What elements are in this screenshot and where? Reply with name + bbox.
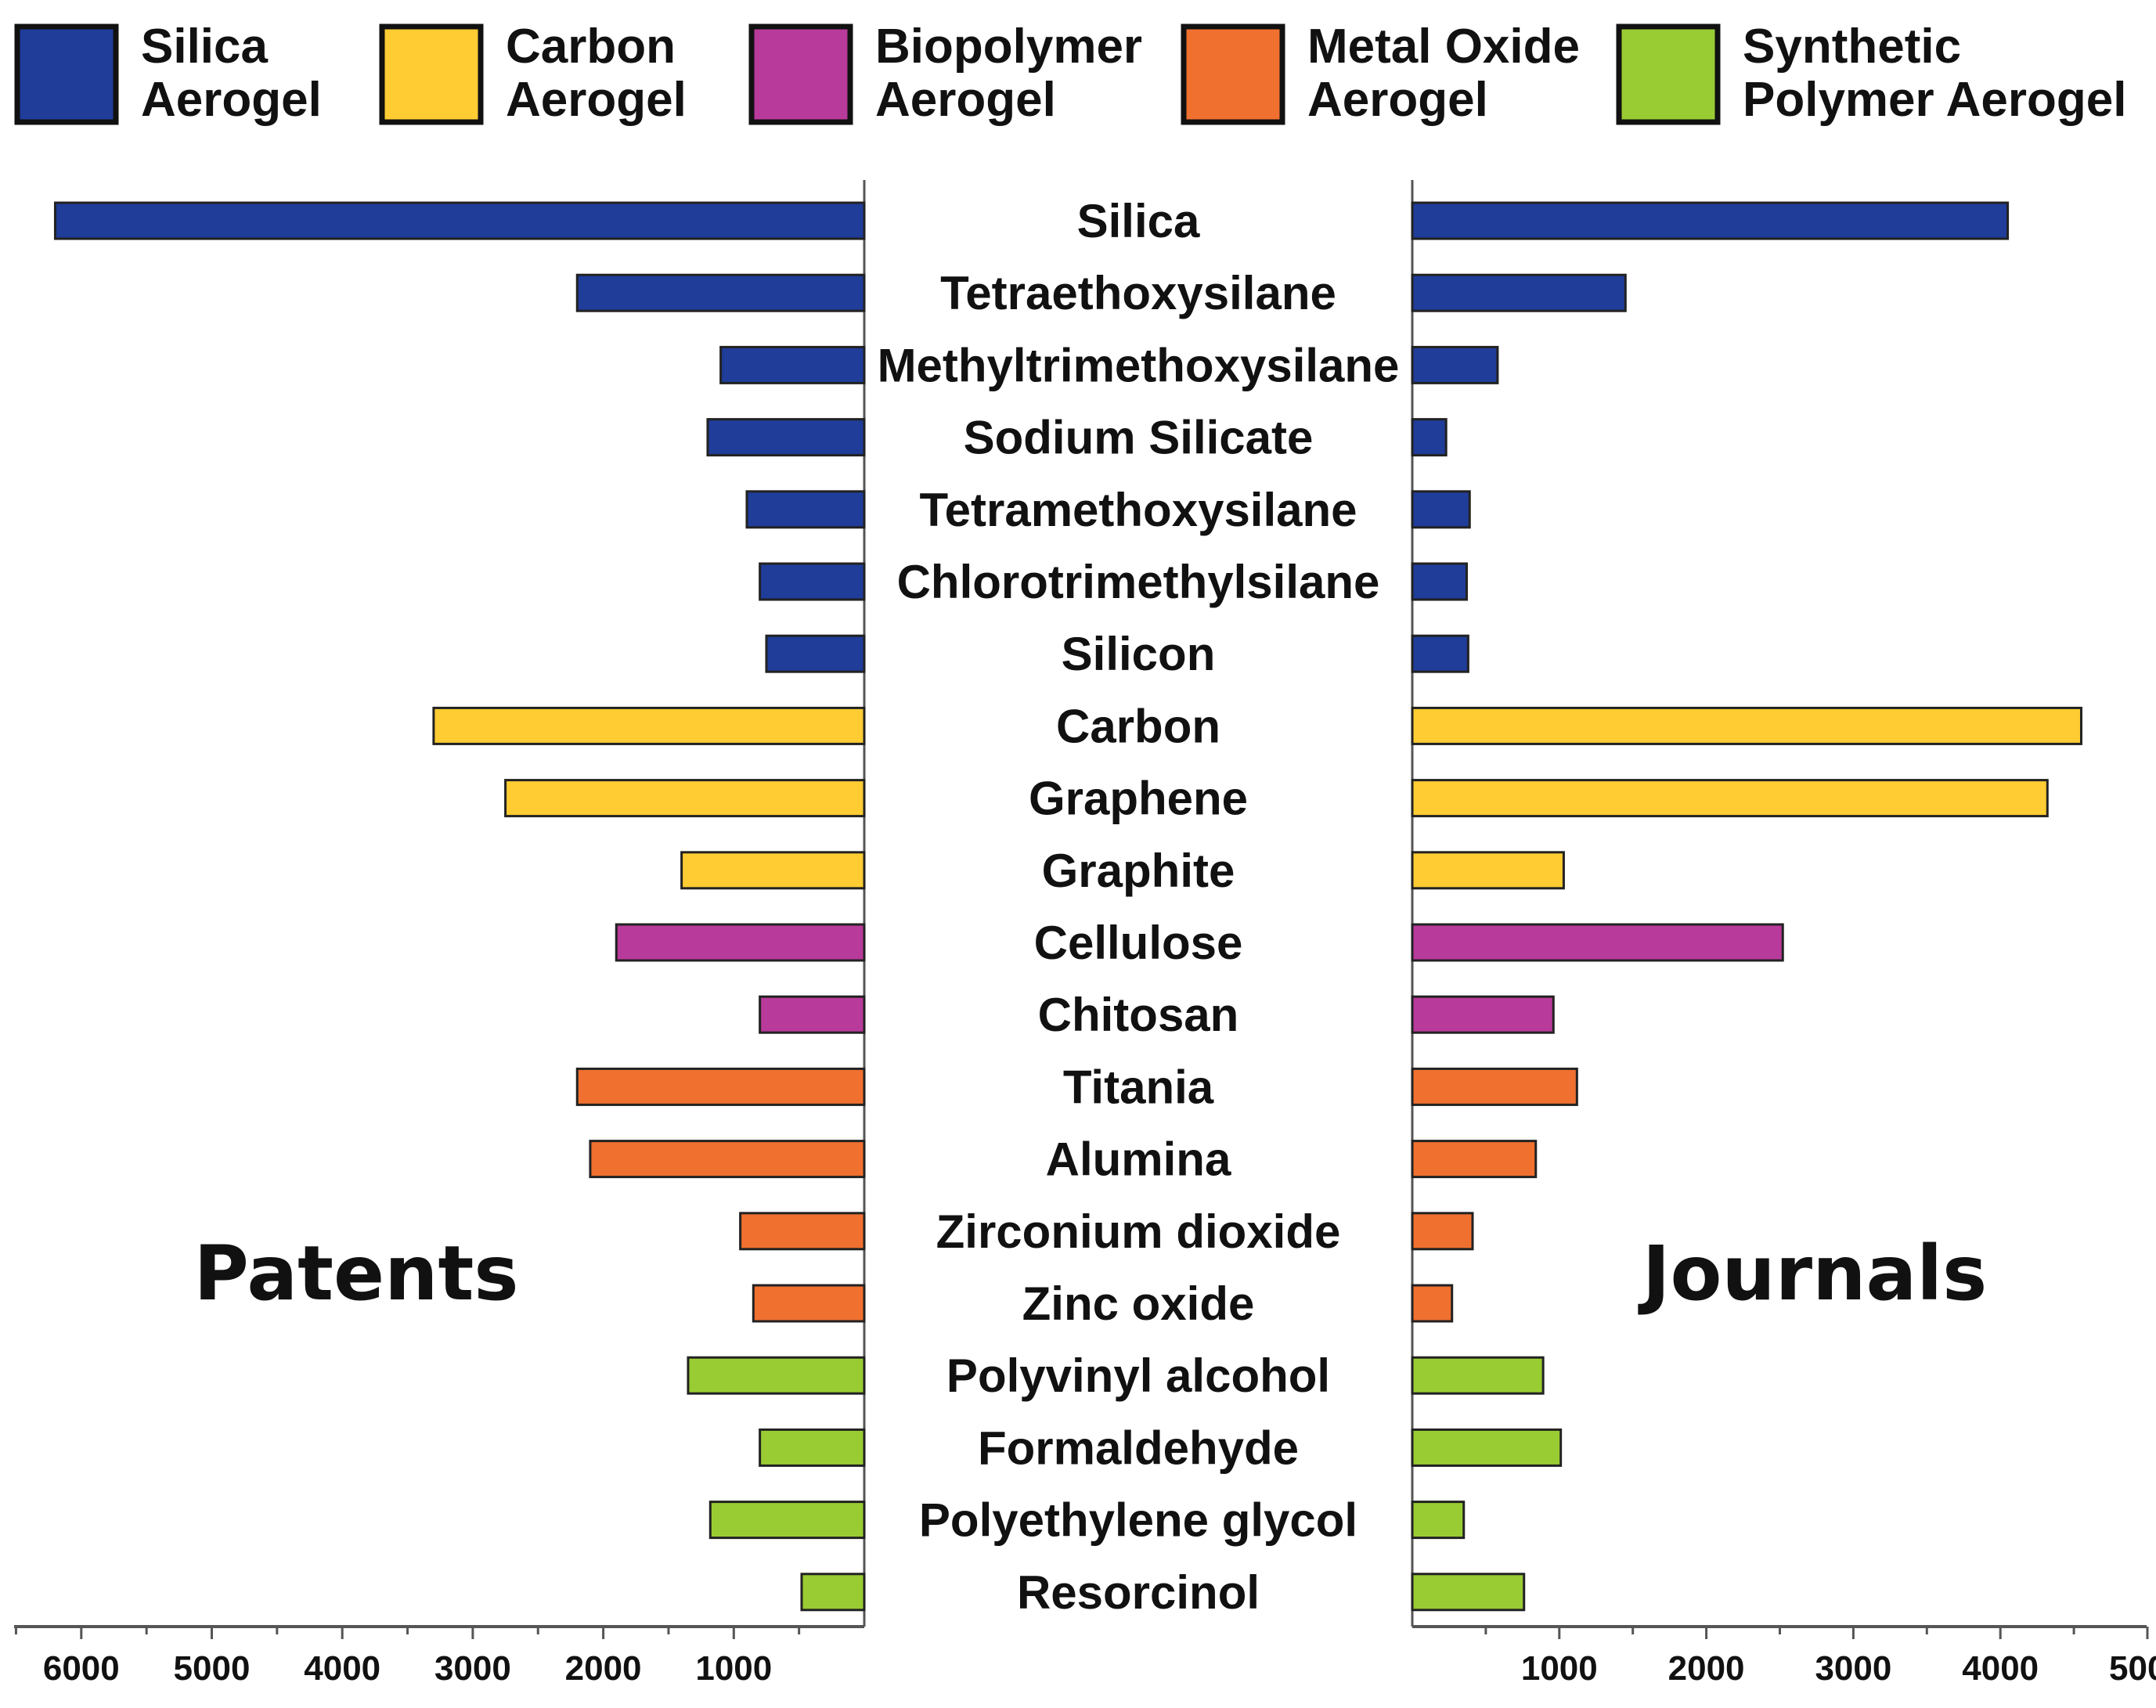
legend-label-carbon: Aerogel <box>506 73 687 127</box>
category-label: Resorcinol <box>1017 1566 1260 1619</box>
journals-bar <box>1411 562 1468 601</box>
legend-swatch-carbon <box>379 23 484 125</box>
category-label: Chitosan <box>1038 989 1239 1041</box>
category-label: Titania <box>1063 1061 1214 1113</box>
legend-label-metaloxide: Aerogel <box>1307 73 1488 127</box>
legend-swatch-biopolymer <box>748 23 853 125</box>
journals-bar <box>1411 1356 1545 1395</box>
legend-swatch-metaloxide <box>1181 23 1285 125</box>
journals-bar <box>1411 1573 1526 1612</box>
patents-bar <box>708 1501 866 1540</box>
patents-tick-label: 4000 <box>304 1649 380 1688</box>
journals-tick-label: 1000 <box>1521 1649 1598 1688</box>
legend-swatch-silica <box>14 23 119 125</box>
journals-bar <box>1411 995 1555 1034</box>
category-labels: Silica Tetraethoxysilane Methyltrimethoxys… <box>878 195 1400 1619</box>
journals-bar <box>1411 706 2082 745</box>
category-label: Silica <box>1077 195 1200 247</box>
journals-bar <box>1411 1428 1563 1467</box>
journals-bar <box>1411 779 2049 818</box>
journals-bar <box>1411 345 1499 384</box>
patents-tick-label: 3000 <box>434 1649 511 1688</box>
patents-title: Patents <box>194 1230 519 1317</box>
patents-bar <box>745 490 866 529</box>
journals-bar <box>1411 418 1448 457</box>
patents-bar <box>575 1067 866 1106</box>
journals-bar <box>1411 634 1469 673</box>
journals-bar <box>1411 273 1627 312</box>
category-label: Carbon <box>1056 700 1220 752</box>
category-label: Zirconium dioxide <box>936 1205 1341 1258</box>
legend-label-silica: Silica <box>141 20 269 74</box>
patents-bar <box>432 706 866 745</box>
category-label: Graphite <box>1042 845 1235 897</box>
journals-bar <box>1411 1501 1466 1540</box>
legend-label-biopolymer: Biopolymer <box>875 20 1142 74</box>
patents-bar <box>759 1428 866 1467</box>
patents-bar <box>759 995 866 1034</box>
category-label: Sodium Silicate <box>964 412 1314 464</box>
patents-panel: 6000 5000 4000 3000 2000 1000 <box>14 180 866 1688</box>
category-label: Formaldehyde <box>978 1422 1299 1474</box>
category-label: Tetraethoxysilane <box>940 267 1336 319</box>
patents-bar <box>765 634 866 673</box>
journals-bar <box>1411 490 1471 529</box>
legend-label-carbon: Carbon <box>506 20 676 74</box>
patents-tick-label: 6000 <box>43 1649 120 1688</box>
category-label: Polyvinyl alcohol <box>946 1349 1330 1402</box>
category-label: Tetramethoxysilane <box>919 484 1357 536</box>
category-label: Chlorotrimethylsilane <box>897 556 1380 608</box>
patents-bar <box>752 1284 866 1323</box>
journals-bar <box>1411 1067 1578 1106</box>
patents-bar <box>800 1573 866 1612</box>
patents-bar <box>706 418 866 457</box>
legend-label-synthetic: Synthetic <box>1743 20 1961 74</box>
category-label: Zinc oxide <box>1022 1277 1255 1330</box>
journals-bar <box>1411 851 1565 890</box>
journals-bar <box>1411 1140 1538 1179</box>
patents-tick-label: 2000 <box>565 1649 642 1688</box>
patents-tick-label: 5000 <box>174 1649 251 1688</box>
patents-bar <box>759 562 866 601</box>
category-label: Methyltrimethoxysilane <box>878 339 1400 391</box>
legend-swatch-synthetic <box>1616 23 1721 125</box>
patents-bar <box>719 345 866 384</box>
patents-bar <box>575 273 866 312</box>
journals-bar <box>1411 923 1784 962</box>
patents-bar <box>739 1212 866 1251</box>
legend-label-silica: Aerogel <box>141 73 322 127</box>
category-label: Polyethylene glycol <box>919 1494 1357 1547</box>
category-label: Graphene <box>1029 773 1248 825</box>
category-label: Alumina <box>1046 1133 1231 1186</box>
patents-bar <box>615 923 866 962</box>
patents-tick-label: 1000 <box>695 1649 772 1688</box>
patents-bar <box>680 851 866 890</box>
patents-bar <box>53 201 866 240</box>
journals-tick-label: 5000 <box>2109 1649 2156 1688</box>
legend-label-synthetic: Polymer Aerogel <box>1743 73 2126 127</box>
journals-title: Journals <box>1638 1230 1988 1317</box>
patents-bar <box>687 1356 866 1395</box>
patents-bar <box>504 779 866 818</box>
journals-tick-label: 2000 <box>1668 1649 1745 1688</box>
legend-label-biopolymer: Aerogel <box>875 73 1056 127</box>
category-label: Cellulose <box>1034 917 1243 969</box>
journals-bar <box>1411 201 2010 240</box>
legend-label-metaloxide: Metal Oxide <box>1307 20 1580 74</box>
journals-tick-label: 3000 <box>1815 1649 1891 1688</box>
journals-bar <box>1411 1284 1454 1323</box>
patents-bar <box>589 1140 866 1179</box>
journals-tick-label: 4000 <box>1962 1649 2039 1688</box>
legend: SilicaAerogelCarbonAerogelBiopolymerAero… <box>14 20 2126 127</box>
category-label: Silicon <box>1062 628 1216 680</box>
journals-panel: 1000 2000 3000 4000 5000 <box>1411 180 2156 1688</box>
journals-bar <box>1411 1212 1474 1251</box>
